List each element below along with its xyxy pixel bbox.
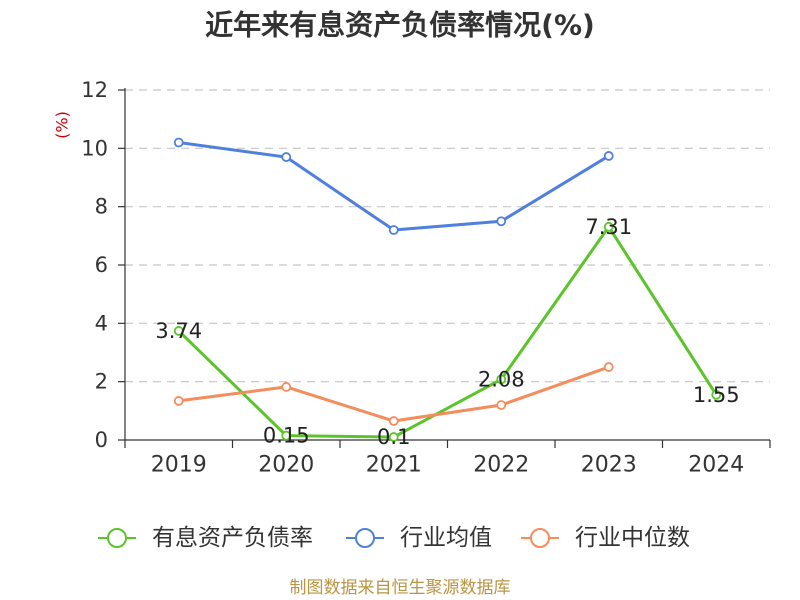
data-label: 0.1: [377, 425, 410, 449]
axes: 0 2 4 6 8 10 12 2019 2020 2021 2022 2023 2024: [81, 78, 771, 478]
industry-median-point: [388, 416, 399, 426]
interest-bearing-debt-ratio-point: [711, 389, 722, 400]
series-layer: [173, 137, 722, 442]
x-tick-label: 2020: [258, 453, 314, 478]
interest-bearing-debt-ratio-point: [281, 430, 292, 441]
industry-mean-line: [177, 141, 611, 232]
legend-label: 行业均值: [400, 525, 492, 551]
interest-bearing-debt-ratio-point: [173, 326, 184, 336]
legend-item-industry-mean[interactable]: 行业均值: [346, 525, 492, 551]
industry-mean-point: [388, 225, 399, 235]
legend-marker: [530, 528, 550, 548]
series-industry-median: [173, 362, 614, 426]
data-label: 3.74: [155, 319, 202, 343]
legend-label: 有息资产负债率: [152, 525, 313, 551]
chart-title: 近年来有息资产负债率情况(%): [205, 9, 595, 42]
data-source-footer: 制图数据来自恒生聚源数据库: [290, 578, 511, 598]
grid-lines: [125, 89, 770, 383]
data-label: 7.31: [585, 215, 632, 239]
industry-median-point: [496, 400, 507, 410]
industry-mean-point: [603, 151, 614, 161]
series-interest-bearing-debt-ratio: [173, 221, 722, 442]
industry-mean-point: [496, 216, 507, 227]
y-tick-label: 0: [95, 428, 108, 452]
x-tick-label: 2019: [151, 453, 207, 478]
legend-item-interest-bearing-debt-ratio[interactable]: 有息资产负债率: [98, 525, 313, 551]
industry-median-point: [173, 396, 184, 406]
y-tick-label: 12: [81, 78, 108, 102]
y-tick-label: 6: [95, 253, 108, 277]
y-tick-label: 2: [95, 370, 108, 394]
y-tick-label: 8: [95, 195, 108, 219]
industry-median-point: [281, 382, 292, 392]
x-tick-label: 2022: [473, 453, 529, 478]
legend-marker: [107, 528, 127, 548]
legend: 有息资产负债率 行业均值 行业中位数: [98, 525, 690, 551]
interest-bearing-debt-ratio-line: [177, 225, 718, 439]
legend-item-industry-median[interactable]: 行业中位数: [521, 525, 690, 551]
legend-marker: [355, 528, 375, 548]
data-label: 1.55: [693, 383, 740, 407]
data-label: 0.15: [263, 424, 310, 448]
x-tick-label: 2023: [581, 453, 637, 478]
industry-median-point: [603, 362, 614, 372]
interest-bearing-debt-ratio-point: [388, 432, 399, 442]
interest-bearing-debt-ratio-point: [496, 374, 507, 385]
series-industry-mean: [173, 137, 614, 235]
data-label: 2.08: [478, 367, 525, 391]
x-tick-label: 2021: [366, 453, 422, 478]
data-labels: 3.74 0.15 0.1 2.08 7.31 1.55: [155, 215, 739, 449]
interest-bearing-debt-ratio-point: [603, 221, 614, 232]
y-tick-label: 4: [95, 311, 108, 335]
industry-mean-point: [281, 152, 292, 162]
industry-mean-point: [173, 137, 184, 148]
legend-label: 行业中位数: [575, 525, 690, 551]
y-axis-label: (%): [53, 111, 72, 139]
x-tick-label: 2024: [688, 453, 744, 478]
y-tick-label: 10: [81, 136, 108, 160]
